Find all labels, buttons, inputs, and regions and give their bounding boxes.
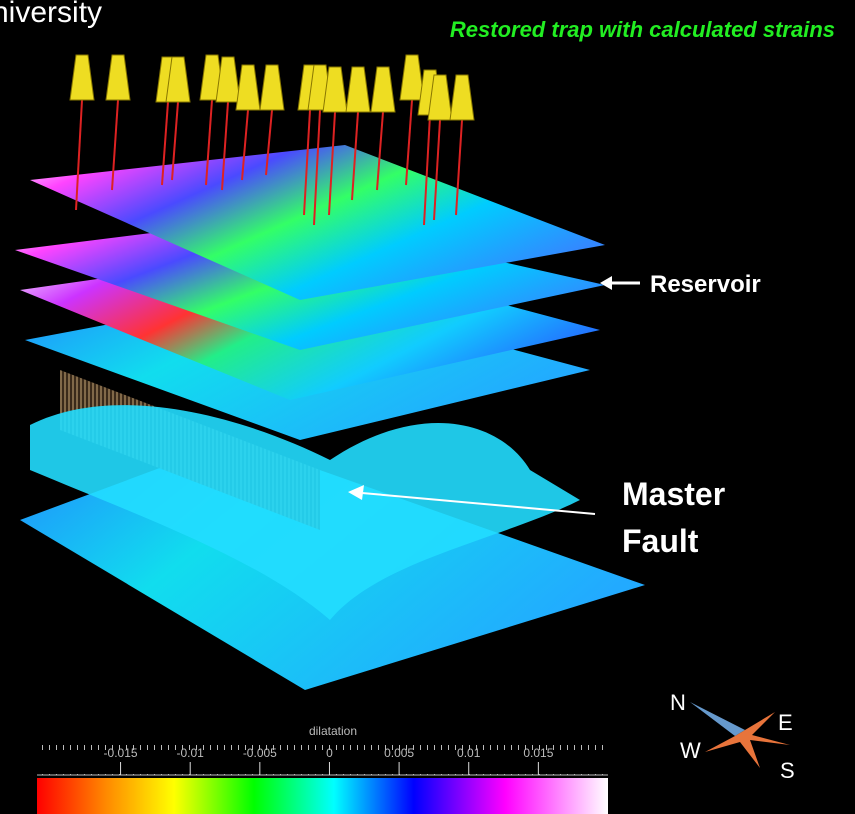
colorbar-tick-label: 0.015 — [523, 746, 553, 760]
colorbar-label: dilatation — [309, 724, 357, 738]
colorbar-tick-label: -0.005 — [243, 746, 277, 760]
compass-letter: E — [778, 710, 793, 735]
reservoir-callout: Reservoir — [600, 271, 761, 298]
reservoir-label: Reservoir — [650, 271, 761, 298]
compass-needle — [690, 702, 745, 736]
visualization: niversity Restored trap with calculated … — [0, 0, 855, 814]
page: niversity Restored trap with calculated … — [0, 0, 855, 814]
fault-label: Fault — [622, 523, 699, 559]
colorbar-tick-label: 0.005 — [384, 746, 414, 760]
colorbar-gradient — [37, 778, 608, 814]
horizons — [15, 145, 645, 690]
derrick — [70, 55, 94, 100]
derrick — [346, 67, 370, 112]
arrow-head — [600, 276, 612, 290]
colorbar-tick-label: 0 — [326, 746, 333, 760]
colorbar: dilatation -0.015 -0.01 -0.005 0 0.005 0.01 0.… — [37, 724, 608, 814]
header-text: niversity — [0, 0, 102, 29]
colorbar-tick-label: 0.01 — [457, 746, 481, 760]
fault-label: Master — [622, 476, 725, 512]
derrick — [371, 67, 395, 112]
colorbar-tick-label: -0.01 — [177, 746, 205, 760]
compass: N E W S — [670, 690, 795, 783]
compass-letter: N — [670, 690, 686, 715]
title: Restored trap with calculated strains — [450, 17, 835, 42]
colorbar-tick-label: -0.015 — [104, 746, 138, 760]
compass-letter: W — [680, 738, 701, 763]
derrick — [236, 65, 260, 110]
derrick — [106, 55, 130, 100]
derrick — [450, 75, 474, 120]
compass-letter: S — [780, 758, 795, 783]
derrick — [260, 65, 284, 110]
